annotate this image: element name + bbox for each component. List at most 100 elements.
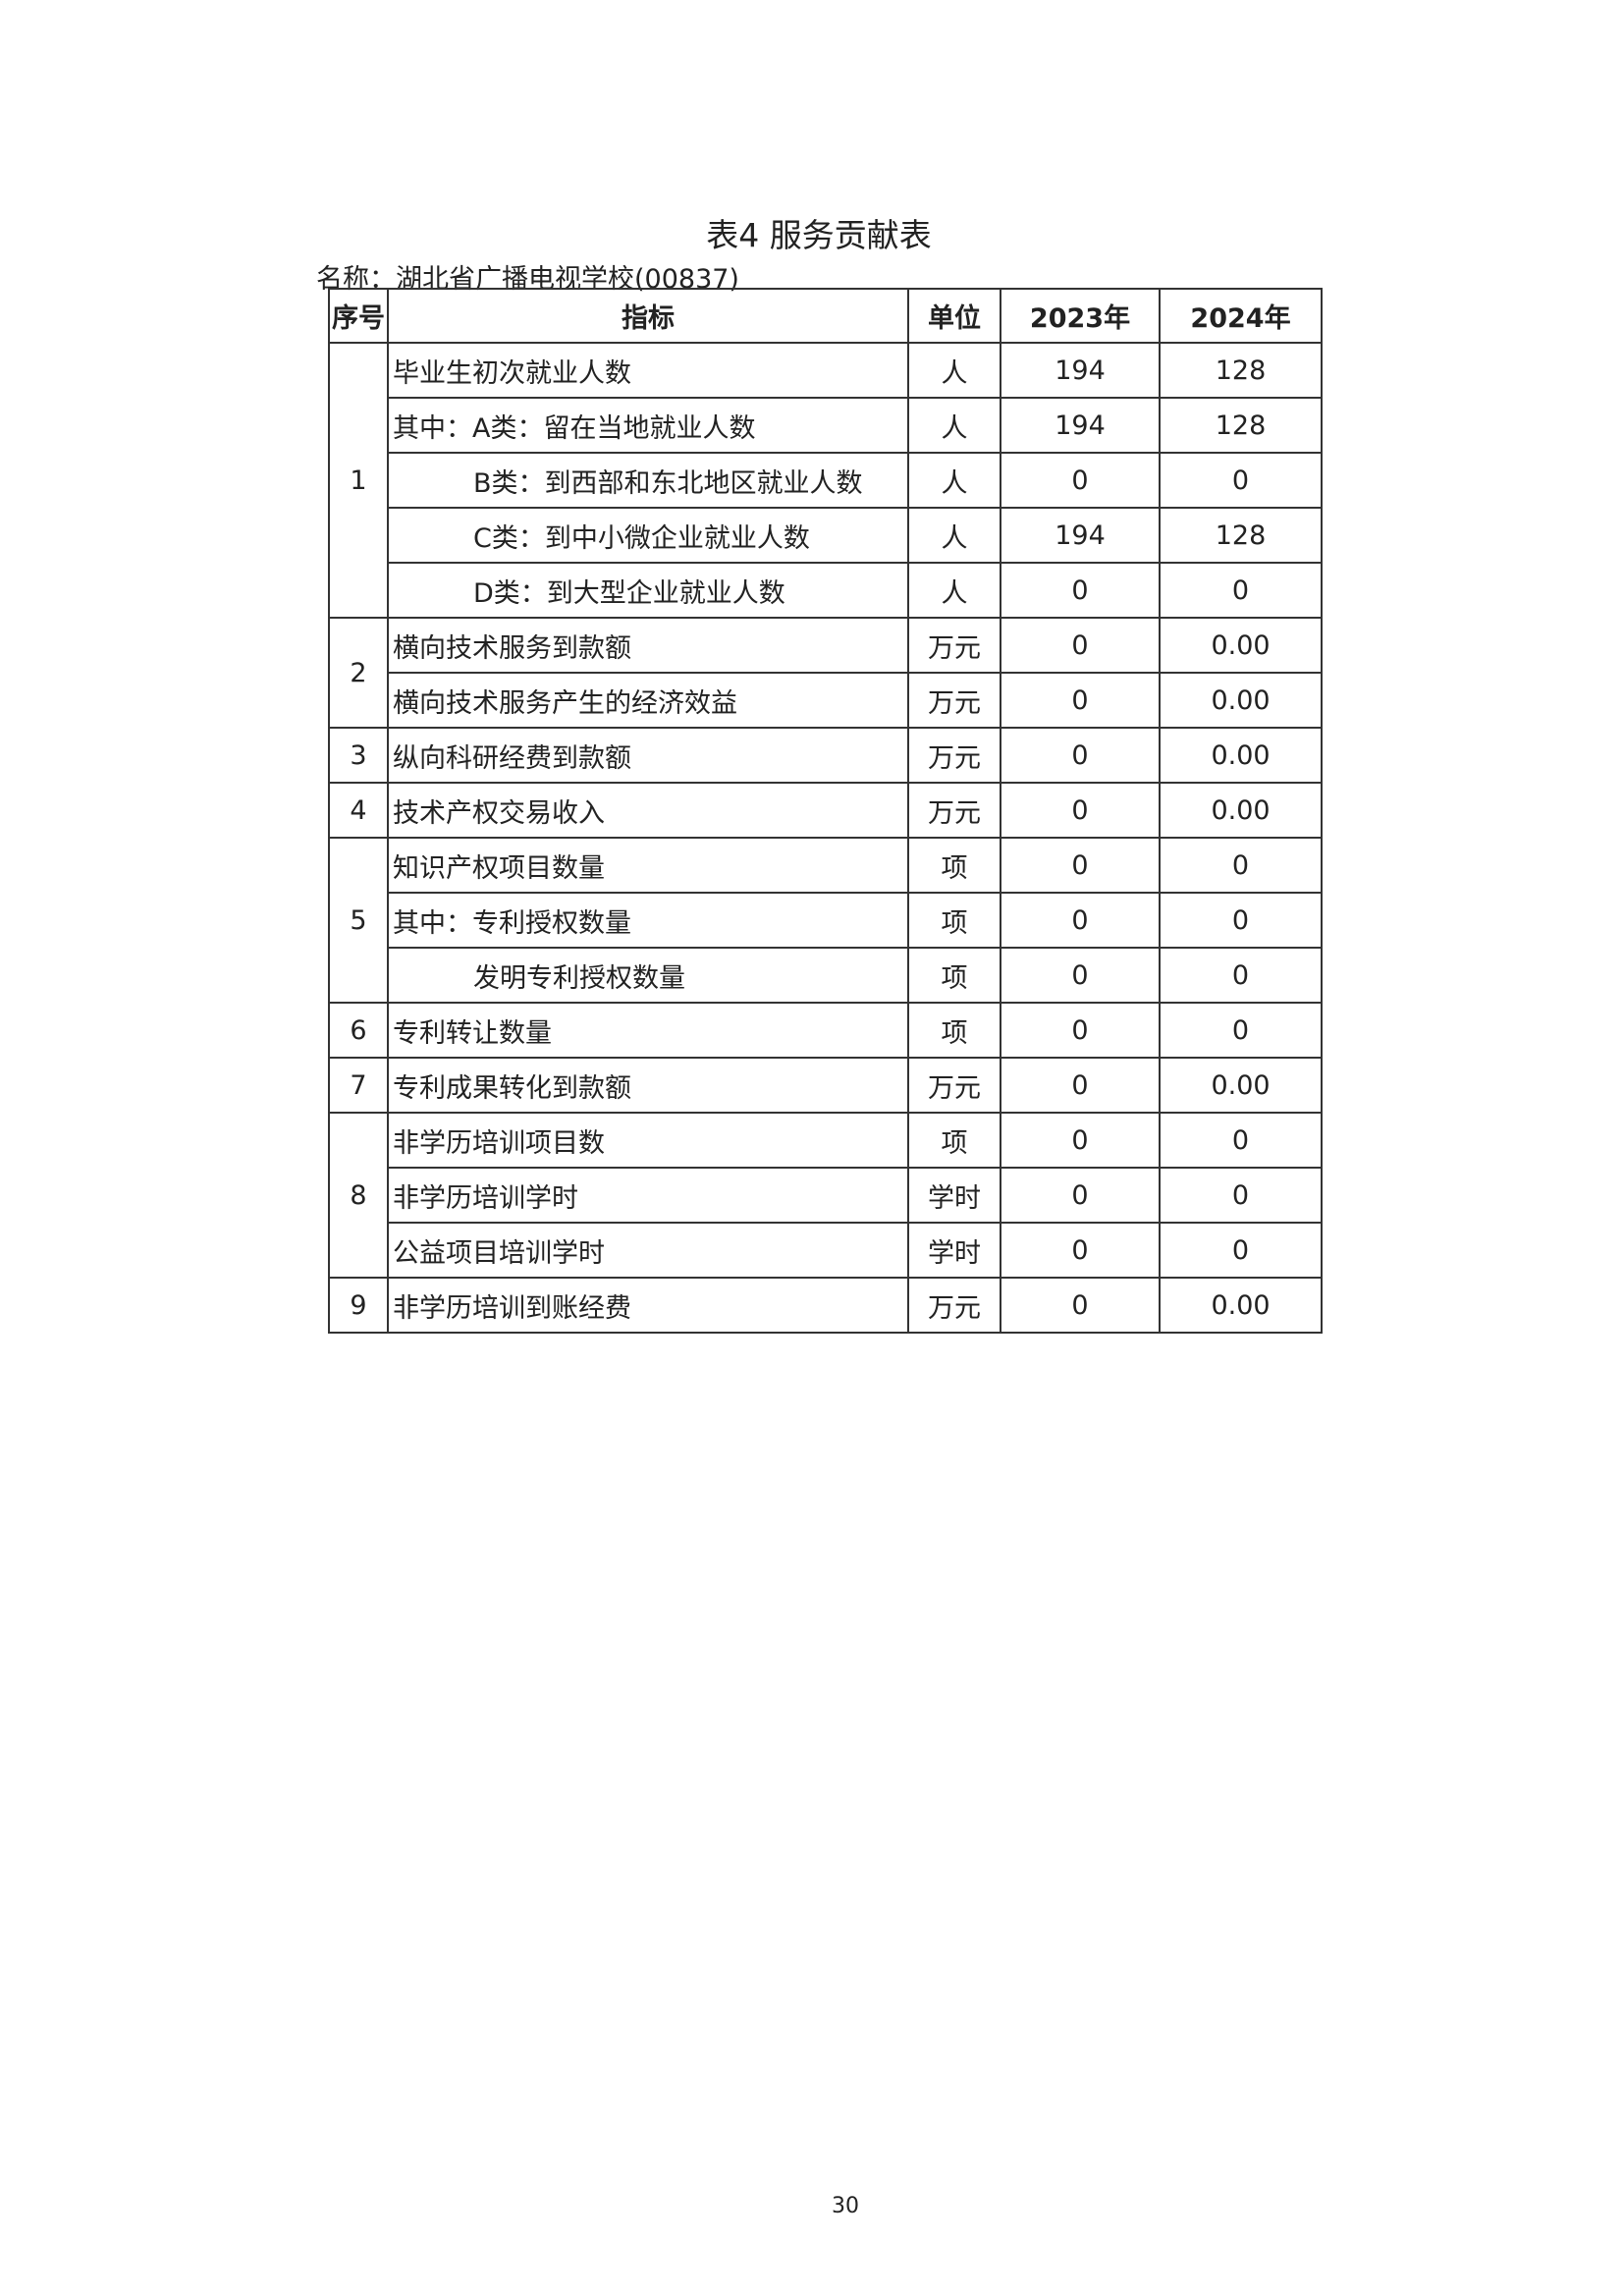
unit-cell: 人 <box>907 507 1001 564</box>
header-2024: 2024年 <box>1159 288 1323 344</box>
value-2024-cell: 0.00 <box>1159 617 1323 674</box>
header-row: 序号 指标 单位 2023年 2024年 <box>328 288 1323 344</box>
table-row: 2 横向技术服务到款额 万元 0 0.00 <box>328 617 1323 729</box>
table-row: D类：到大型企业就业人数人 0 0 <box>329 562 1323 619</box>
indicator-cell: 其中：A类：留在当地就业人数 <box>387 397 909 454</box>
value-2023-cell: 0 <box>1000 1002 1161 1059</box>
table-row: 公益项目培训学时 学时 0 0 <box>329 1222 1323 1279</box>
page-number: 30 <box>832 2194 859 2218</box>
table-row: 横向技术服务产生的经济效益 万元 0 0.00 <box>329 672 1323 729</box>
value-2024-cell: 0 <box>1159 1222 1323 1279</box>
table-row: 5 知识产权项目数量项 0 0 <box>328 837 1323 1004</box>
value-2024-cell: 0.00 <box>1159 1057 1323 1114</box>
table-row: 6 专利转让数量项 0 0 <box>328 1002 1323 1059</box>
indicator-cell: 专利转让数量 <box>387 1002 909 1059</box>
indicator-cell: D类：到大型企业就业人数 <box>387 562 909 619</box>
table-row: 非学历培训学时 学时 0 0 <box>329 1167 1323 1224</box>
unit-cell: 万元 <box>907 1277 1001 1334</box>
unit-cell: 项 <box>907 1112 1001 1169</box>
indicator-cell: 非学历培训项目数 <box>387 1112 909 1169</box>
value-2024-cell: 0 <box>1159 1112 1323 1169</box>
value-2024-cell: 0 <box>1159 452 1323 509</box>
unit-cell: 项 <box>907 1002 1001 1059</box>
serial-cell: 3 <box>328 727 389 784</box>
value-2023-cell: 0 <box>1000 672 1161 729</box>
value-2023-cell: 0 <box>1000 1277 1161 1334</box>
table-row: 1 毕业生初次就业人数人 194 128 <box>328 342 1323 619</box>
value-2024-cell: 0 <box>1159 837 1323 894</box>
indicator-cell: 公益项目培训学时 <box>387 1222 909 1279</box>
value-2024-cell: 0.00 <box>1159 1277 1323 1334</box>
value-2023-cell: 0 <box>1000 947 1161 1004</box>
table-row: 8 非学历培训项目数项 0 0 <box>328 1112 1323 1279</box>
value-2023-cell: 0 <box>1000 1057 1161 1114</box>
value-2024-cell: 128 <box>1159 342 1323 399</box>
unit-cell: 项 <box>907 837 1001 894</box>
unit-cell: 人 <box>907 397 1001 454</box>
value-2023-cell: 0 <box>1000 727 1161 784</box>
indicator-cell: 非学历培训学时 <box>387 1167 909 1224</box>
unit-cell: 项 <box>907 892 1001 949</box>
unit-cell: 学时 <box>907 1167 1001 1224</box>
table-row: 发明专利授权数量项 0 0 <box>329 947 1323 1004</box>
indicator-cell: 纵向科研经费到款额 <box>387 727 909 784</box>
header-unit: 单位 <box>907 288 1001 344</box>
unit-cell: 万元 <box>907 672 1001 729</box>
value-2024-cell: 0.00 <box>1159 672 1323 729</box>
unit-cell: 人 <box>907 562 1001 619</box>
value-2024-cell: 0 <box>1159 892 1323 949</box>
table-row: 其中：A类：留在当地就业人数人 194 128 <box>329 397 1323 454</box>
unit-cell: 人 <box>907 342 1001 399</box>
value-2024-cell: 0 <box>1159 947 1323 1004</box>
value-2024-cell: 128 <box>1159 507 1323 564</box>
table-row: B类：到西部和东北地区就业人数人 0 0 <box>329 452 1323 509</box>
unit-cell: 万元 <box>907 782 1001 839</box>
table-row: 9 非学历培训到账经费 万元 0 0.00 <box>328 1277 1323 1334</box>
table-row: 3 纵向科研经费到款额 万元 0 0.00 <box>328 727 1323 784</box>
table-row: 7 专利成果转化到款额 万元 0 0.00 <box>328 1057 1323 1114</box>
value-2024-cell: 0.00 <box>1159 727 1323 784</box>
indicator-cell: 横向技术服务到款额 <box>387 617 909 674</box>
value-2023-cell: 0 <box>1000 452 1161 509</box>
value-2023-cell: 0 <box>1000 1167 1161 1224</box>
unit-cell: 万元 <box>907 617 1001 674</box>
header-serial: 序号 <box>328 288 389 344</box>
value-2023-cell: 0 <box>1000 1112 1161 1169</box>
indicator-cell: 非学历培训到账经费 <box>387 1277 909 1334</box>
service-contribution-table: 序号 指标 单位 2023年 2024年 1 毕业生初次就业人数人 194 128 其中… <box>328 288 1323 1334</box>
serial-cell: 2 <box>328 617 389 729</box>
value-2023-cell: 194 <box>1000 507 1161 564</box>
header-2023: 2023年 <box>1000 288 1161 344</box>
value-2023-cell: 0 <box>1000 562 1161 619</box>
serial-cell: 4 <box>328 782 389 839</box>
value-2023-cell: 0 <box>1000 1222 1161 1279</box>
indicator-cell: 横向技术服务产生的经济效益 <box>387 672 909 729</box>
header-indicator: 指标 <box>387 288 909 344</box>
value-2024-cell: 0 <box>1159 1167 1323 1224</box>
value-2024-cell: 0.00 <box>1159 782 1323 839</box>
indicator-cell: 其中：专利授权数量 <box>387 892 909 949</box>
serial-cell: 8 <box>328 1112 389 1279</box>
value-2023-cell: 0 <box>1000 782 1161 839</box>
indicator-cell: 发明专利授权数量 <box>387 947 909 1004</box>
serial-cell: 7 <box>328 1057 389 1114</box>
indicator-cell: C类：到中小微企业就业人数 <box>387 507 909 564</box>
value-2023-cell: 0 <box>1000 892 1161 949</box>
value-2023-cell: 0 <box>1000 617 1161 674</box>
value-2024-cell: 0 <box>1159 1002 1323 1059</box>
indicator-cell: 专利成果转化到款额 <box>387 1057 909 1114</box>
table-row: C类：到中小微企业就业人数人 194 128 <box>329 507 1323 564</box>
indicator-cell: 知识产权项目数量 <box>387 837 909 894</box>
serial-cell: 6 <box>328 1002 389 1059</box>
indicator-cell: 毕业生初次就业人数 <box>387 342 909 399</box>
unit-cell: 人 <box>907 452 1001 509</box>
indicator-cell: B类：到西部和东北地区就业人数 <box>387 452 909 509</box>
value-2024-cell: 128 <box>1159 397 1323 454</box>
table-title: 表4 服务贡献表 <box>706 216 932 254</box>
unit-cell: 万元 <box>907 727 1001 784</box>
value-2023-cell: 194 <box>1000 397 1161 454</box>
value-2024-cell: 0 <box>1159 562 1323 619</box>
serial-cell: 5 <box>328 837 389 1004</box>
serial-cell: 1 <box>328 342 389 619</box>
value-2023-cell: 0 <box>1000 837 1161 894</box>
